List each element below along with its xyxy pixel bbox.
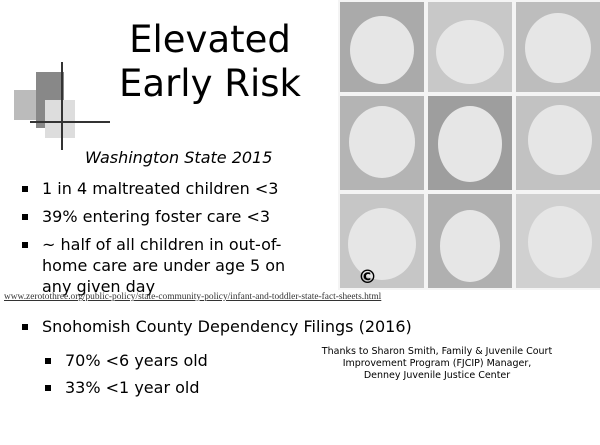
credit-line: Denney Juvenile Justice Center xyxy=(282,370,592,382)
source-link[interactable]: www.zerotothree.org/public-policy/state-… xyxy=(4,292,381,302)
title-line: Early Risk xyxy=(105,62,315,106)
bullet: 39% entering foster care <3 xyxy=(42,206,332,227)
section-heading: Snohomish County Dependency Filings (201… xyxy=(42,316,502,337)
sub-bullet: 70% <6 years old xyxy=(65,350,265,371)
copyright: © xyxy=(358,266,377,288)
subtitle: Washington State 2015 xyxy=(85,148,272,167)
slide: Elevated Early Risk Washington State 201… xyxy=(0,0,600,445)
credit-line: Improvement Program (FJCIP) Manager, xyxy=(282,358,592,370)
credit-line: Thanks to Sharon Smith, Family & Juvenil… xyxy=(282,346,592,358)
title-line: Elevated xyxy=(105,18,315,62)
photo-grid xyxy=(338,0,600,290)
credit: Thanks to Sharon Smith, Family & Juvenil… xyxy=(282,346,592,382)
bullet: 1 in 4 maltreated children <3 xyxy=(42,178,332,199)
title: Elevated Early Risk xyxy=(105,18,315,106)
sub-bullet: 33% <1 year old xyxy=(65,377,265,398)
bullet: ~ half of all children in out-of-home ca… xyxy=(42,234,302,297)
